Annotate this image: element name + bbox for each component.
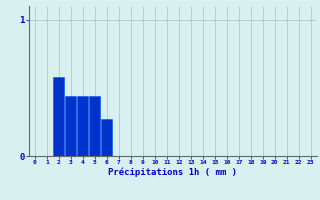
- Bar: [101, 119, 112, 156]
- X-axis label: Précipitations 1h ( mm ): Précipitations 1h ( mm ): [108, 168, 237, 177]
- Bar: [53, 77, 64, 156]
- Bar: [89, 96, 100, 156]
- Bar: [65, 96, 76, 156]
- Bar: [77, 96, 88, 156]
